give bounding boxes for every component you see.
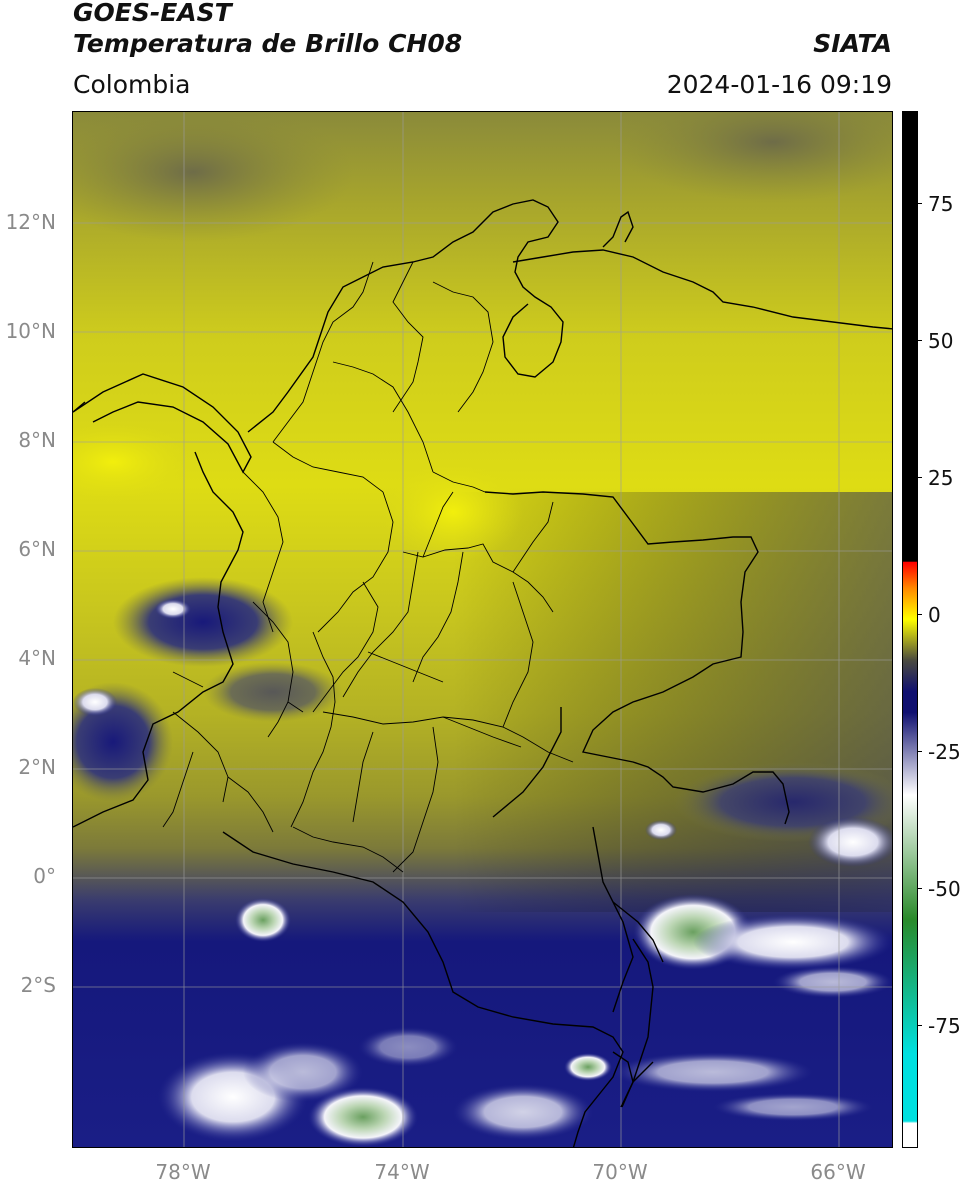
department-borders xyxy=(162,261,574,873)
lat-label: 0° xyxy=(33,864,56,888)
lat-label: 10°N xyxy=(5,319,56,343)
lat-label: 2°N xyxy=(18,755,56,779)
lat-label: 4°N xyxy=(18,646,56,670)
colorbar-tick-label: -50 xyxy=(928,877,961,901)
colorbar-tick-label: -25 xyxy=(928,740,961,764)
colorbar-tick-mark xyxy=(917,888,922,889)
colorbar-tick-mark xyxy=(917,1025,922,1026)
colorbar xyxy=(902,111,918,1148)
title-line2: Temperatura de Brillo CH08 xyxy=(73,29,463,58)
graticule xyxy=(73,112,892,1147)
country-borders xyxy=(73,199,892,1147)
lat-label: 8°N xyxy=(18,428,56,452)
colorbar-tick-mark xyxy=(917,477,922,478)
lon-label: 74°W xyxy=(374,1160,430,1184)
colorbar-tick-label: 0 xyxy=(928,603,941,627)
colorbar-tick-mark xyxy=(917,751,922,752)
lon-label: 66°W xyxy=(810,1160,866,1184)
colorbar-tick-label: 25 xyxy=(928,466,954,490)
brightness-temperature-map xyxy=(73,112,892,1147)
colorbar-tick-mark xyxy=(917,340,922,341)
lat-label: 12°N xyxy=(5,210,56,234)
lat-label: 6°N xyxy=(18,537,56,561)
lon-label: 78°W xyxy=(155,1160,211,1184)
colorbar-tick-label: 75 xyxy=(928,192,954,216)
title-line1: GOES-EAST xyxy=(73,0,232,27)
brand-label: SIATA xyxy=(813,29,892,58)
colorbar-tick-label: 50 xyxy=(928,329,954,353)
lon-label: 70°W xyxy=(592,1160,648,1184)
region-label: Colombia xyxy=(73,70,191,99)
colorbar-tick-mark xyxy=(917,203,922,204)
lat-label: 2°S xyxy=(20,973,56,997)
colorbar-tick-label: -75 xyxy=(928,1014,961,1038)
colorbar-tick-mark xyxy=(917,614,922,615)
timestamp-label: 2024-01-16 09:19 xyxy=(666,70,892,99)
map-view[interactable] xyxy=(72,111,893,1148)
